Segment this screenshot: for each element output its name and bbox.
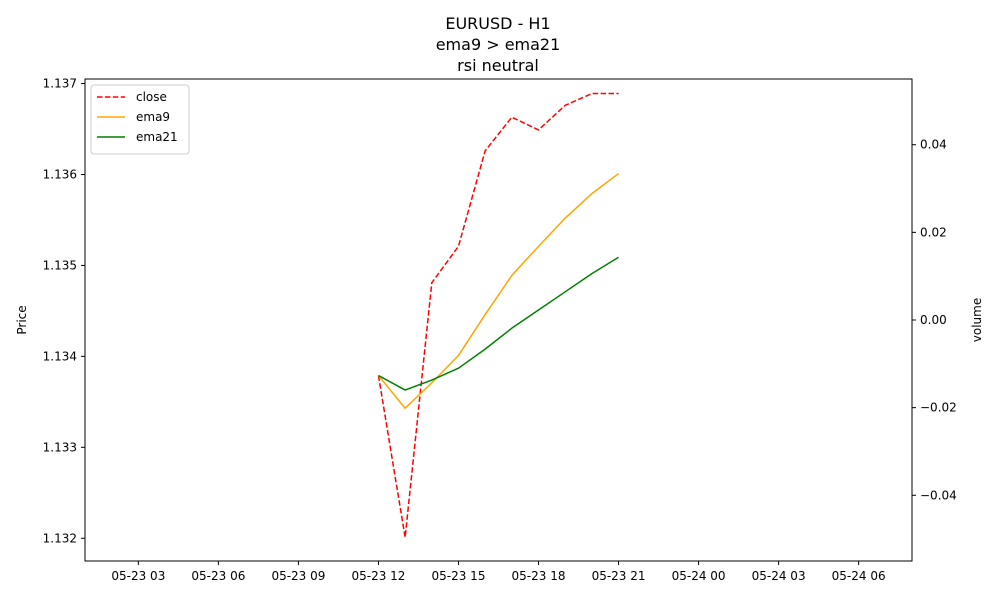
legend-label-close: close xyxy=(136,90,167,104)
x-tick-label: 05-23 21 xyxy=(592,569,646,583)
series-line-ema21 xyxy=(378,256,619,391)
x-axis: 05-23 03 05-23 06 05-23 09 05-23 12 05-23 15… xyxy=(111,561,886,583)
chart-title-line-1: EURUSD - H1 xyxy=(445,14,550,33)
series-line-close xyxy=(377,92,619,539)
x-tick-label: 05-24 03 xyxy=(752,569,806,583)
x-tick-label: 05-23 03 xyxy=(111,569,165,583)
y-axis-left: 1.132 1.133 1.134 1.135 1.136 1.137 xyxy=(43,77,85,545)
legend: close ema9 ema21 xyxy=(90,84,190,155)
y-tick-label: 1.134 xyxy=(43,349,77,363)
x-tick-label: 05-23 09 xyxy=(271,569,325,583)
legend-label-ema21: ema21 xyxy=(136,130,178,144)
x-tick-label: 05-24 06 xyxy=(832,569,886,583)
y-axis-right: −0.04 −0.02 0.00 0.02 0.04 xyxy=(912,138,957,502)
x-tick-label: 05-23 18 xyxy=(512,569,566,583)
y2-tick-label: 0.00 xyxy=(920,313,947,327)
y-tick-label: 1.137 xyxy=(43,77,77,91)
legend-label-ema9: ema9 xyxy=(136,110,170,124)
series-layer xyxy=(377,92,619,539)
x-tick-label: 05-23 15 xyxy=(432,569,486,583)
y2-tick-label: −0.04 xyxy=(920,488,957,502)
x-tick-label: 05-23 06 xyxy=(191,569,245,583)
y2-tick-label: −0.02 xyxy=(920,401,957,415)
series-line-ema9 xyxy=(377,172,619,409)
y2-tick-label: 0.04 xyxy=(920,138,947,152)
y-tick-label: 1.133 xyxy=(43,440,77,454)
chart-title-line-3: rsi neutral xyxy=(457,56,539,75)
y-axis-label: Price xyxy=(15,305,29,334)
y2-axis-label: volume xyxy=(970,298,984,342)
y-tick-label: 1.135 xyxy=(43,258,77,272)
chart-title-line-2: ema9 > ema21 xyxy=(436,35,561,54)
y-tick-label: 1.132 xyxy=(43,531,77,545)
y-tick-label: 1.136 xyxy=(43,167,77,181)
x-tick-label: 05-24 00 xyxy=(672,569,726,583)
y2-tick-label: 0.02 xyxy=(920,225,947,239)
plot-area xyxy=(84,78,913,562)
x-tick-label: 05-23 12 xyxy=(351,569,405,583)
chart-title: EURUSD - H1 ema9 > ema21 rsi neutral xyxy=(436,14,561,75)
